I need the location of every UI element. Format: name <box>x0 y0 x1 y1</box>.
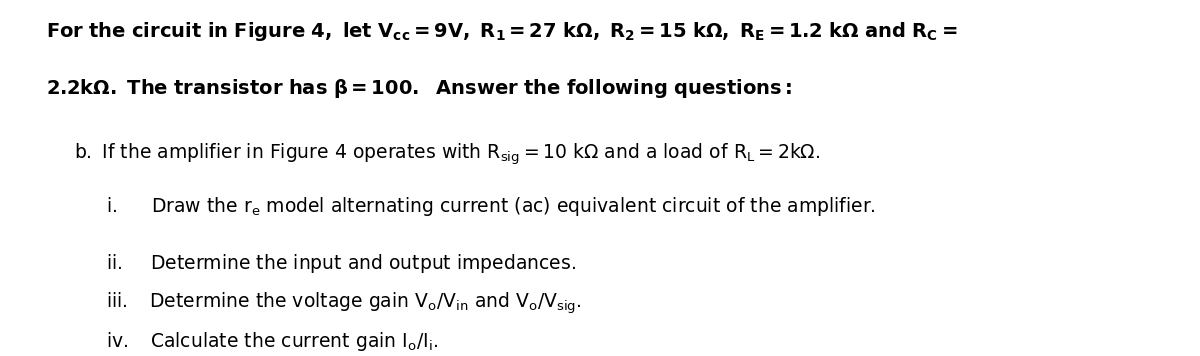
Text: $\mathrm{iii.\ \ \ Determine\ the\ voltage\ gain\ V_{o}/V_{in}\ and\ V_{o}/V_{si: $\mathrm{iii.\ \ \ Determine\ the\ volta… <box>106 291 581 316</box>
Text: $\mathbf{2.2k\Omega.\ The\ transistor\ has\ \beta = 100.\ \ Answer\ the\ followi: $\mathbf{2.2k\Omega.\ The\ transistor\ h… <box>46 77 792 100</box>
Text: $\mathrm{ii.\ \ \ \ Determine\ the\ input\ and\ output\ impedances.}$: $\mathrm{ii.\ \ \ \ Determine\ the\ inpu… <box>106 252 576 275</box>
Text: $\mathrm{iv.\ \ \ Calculate\ the\ current\ gain\ I_{o}/I_{i}.}$: $\mathrm{iv.\ \ \ Calculate\ the\ curren… <box>106 330 438 353</box>
Text: $\mathrm{b.\ If\ the\ amplifier\ in\ Figure\ 4\ operates\ with\ R_{sig} = 10\ k\: $\mathrm{b.\ If\ the\ amplifier\ in\ Fig… <box>74 141 821 167</box>
Text: $\mathrm{i.\ \ \ \ \ Draw\ the\ r_{e}\ model\ alternating\ current\ (ac)\ equiva: $\mathrm{i.\ \ \ \ \ Draw\ the\ r_{e}\ m… <box>106 195 875 218</box>
Text: $\mathbf{For\ the\ circuit\ in\ Figure\ 4,\ let\ V_{cc} = 9V,\ R_{1} = 27\ k\Ome: $\mathbf{For\ the\ circuit\ in\ Figure\ … <box>46 20 958 43</box>
